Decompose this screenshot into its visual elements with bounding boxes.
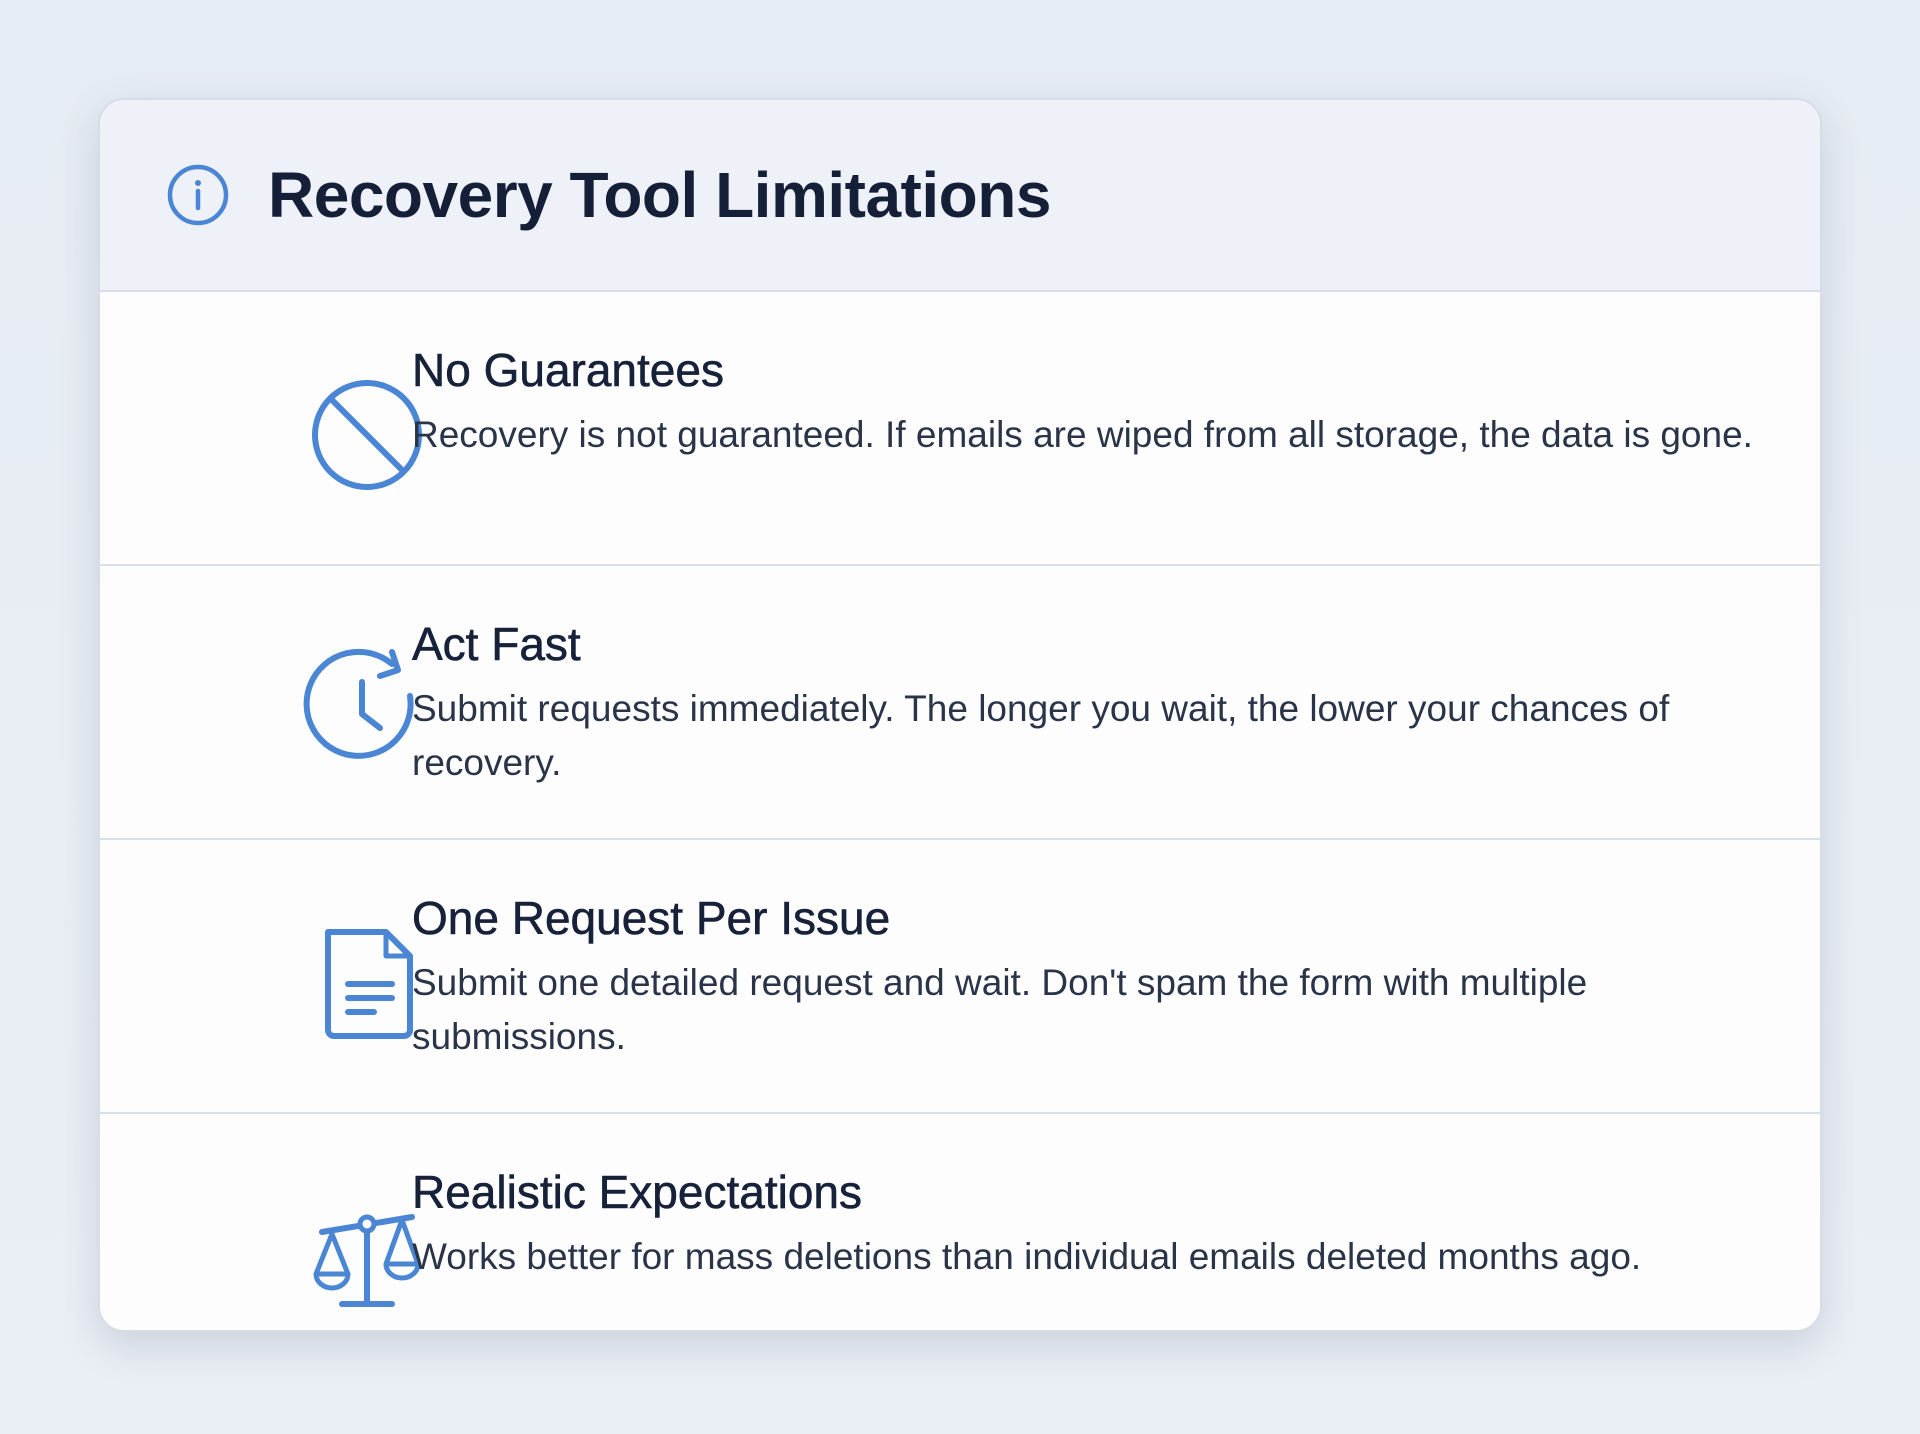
scales-icon: [313, 1214, 421, 1307]
item-title: No Guarantees: [412, 344, 725, 397]
item-title: Act Fast: [412, 618, 581, 671]
page-title: Recovery Tool Limitations: [268, 159, 1051, 231]
item-description: Works better for mass deletions than ind…: [412, 1236, 1642, 1277]
item-description: Submit requests immediately. The longer …: [412, 688, 1670, 783]
list-item-act-fast: Act Fast Submit requests immediately. Th…: [100, 566, 1820, 840]
card-header: Recovery Tool Limitations: [100, 100, 1820, 292]
limitations-card: Recovery Tool Limitations No Guarantees …: [98, 98, 1822, 1332]
list-item-no-guarantees: No Guarantees Recovery is not guaranteed…: [100, 292, 1820, 566]
list-item-one-request: One Request Per Issue Submit one detaile…: [100, 840, 1820, 1114]
clock-refresh-icon: [303, 648, 414, 759]
info-circle-icon: [167, 164, 229, 226]
list-item-realistic-expectations: Realistic Expectations Works better for …: [100, 1114, 1820, 1330]
item-title: Realistic Expectations: [412, 1166, 863, 1219]
item-description: Recovery is not guaranteed. If emails ar…: [412, 414, 1753, 455]
item-title: One Request Per Issue: [412, 892, 891, 945]
item-description: Submit one detailed request and wait. Do…: [412, 962, 1588, 1057]
document-icon: [325, 929, 413, 1039]
prohibited-icon: [312, 380, 422, 490]
